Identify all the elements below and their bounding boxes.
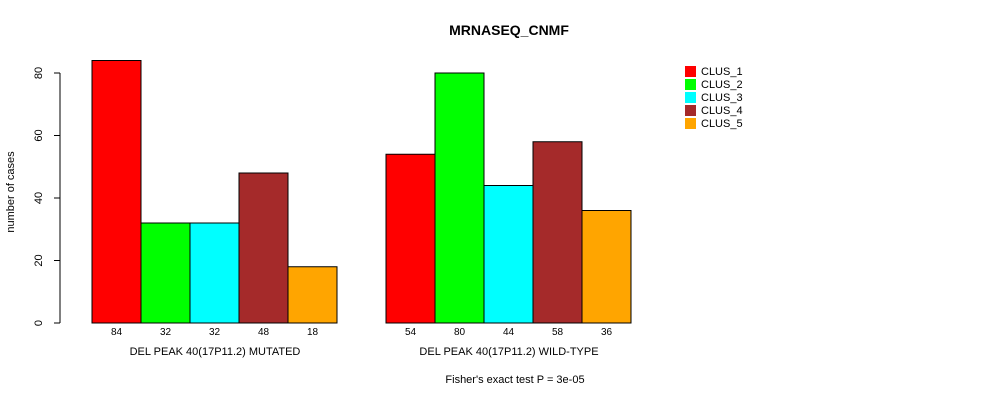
bar-clus-4-group-2	[532, 141, 583, 324]
bar-clus-1-group-2	[385, 153, 436, 324]
legend-swatch-clus-4	[685, 105, 696, 116]
bar-clus-3-group-1	[189, 222, 240, 324]
legend-label-clus-5: CLUS_5	[701, 118, 743, 130]
legend-label-clus-1: CLUS_1	[701, 66, 743, 78]
bar-clus-5-group-1	[287, 266, 338, 324]
y-axis: 0 20 40 60 80	[33, 67, 61, 326]
bar-value-label: 18	[307, 327, 319, 338]
bar-clus-2-group-1	[140, 222, 191, 324]
bar-clus-4-group-1	[238, 172, 289, 324]
y-tick-label: 60	[33, 129, 45, 141]
value-labels: 84 32 32 48 18 54 80 44 58 36	[111, 327, 613, 338]
legend-label-clus-2: CLUS_2	[701, 79, 743, 91]
bar-clus-5-group-2	[581, 210, 632, 324]
y-tick-label: 20	[33, 254, 45, 266]
bar-value-label: 80	[454, 327, 466, 338]
bar-value-label: 32	[209, 327, 221, 338]
bar-value-label: 48	[258, 327, 270, 338]
footnote-fisher-test: Fisher's exact test P = 3e-05	[445, 374, 584, 386]
bar-clus-1-group-1	[91, 60, 142, 324]
bar-clus-3-group-2	[483, 185, 534, 324]
y-axis-label: number of cases	[5, 151, 17, 233]
legend-label-clus-4: CLUS_4	[701, 105, 743, 117]
y-tick-label: 40	[33, 192, 45, 204]
legend-swatch-clus-3	[685, 92, 696, 103]
bar-value-label: 32	[160, 327, 172, 338]
y-tick-label: 0	[33, 320, 45, 326]
legend-swatch-clus-5	[685, 118, 696, 129]
chart-title: MRNASEQ_CNMF	[449, 22, 569, 38]
bar-clus-2-group-2	[434, 72, 485, 324]
group-label-wild-type: DEL PEAK 40(17P11.2) WILD-TYPE	[419, 346, 598, 358]
legend-swatch-clus-2	[685, 79, 696, 90]
bar-value-label: 58	[552, 327, 564, 338]
group-label-mutated: DEL PEAK 40(17P11.2) MUTATED	[130, 346, 301, 358]
legend-label-clus-3: CLUS_3	[701, 92, 743, 104]
y-tick-label: 80	[33, 67, 45, 79]
group-labels: DEL PEAK 40(17P11.2) MUTATED DEL PEAK 40…	[130, 346, 599, 358]
bar-value-label: 54	[405, 327, 417, 338]
bar-value-label: 84	[111, 327, 123, 338]
bar-value-label: 44	[503, 327, 515, 338]
bars	[91, 60, 632, 324]
bar-value-label: 36	[601, 327, 613, 338]
legend-swatch-clus-1	[685, 66, 696, 77]
